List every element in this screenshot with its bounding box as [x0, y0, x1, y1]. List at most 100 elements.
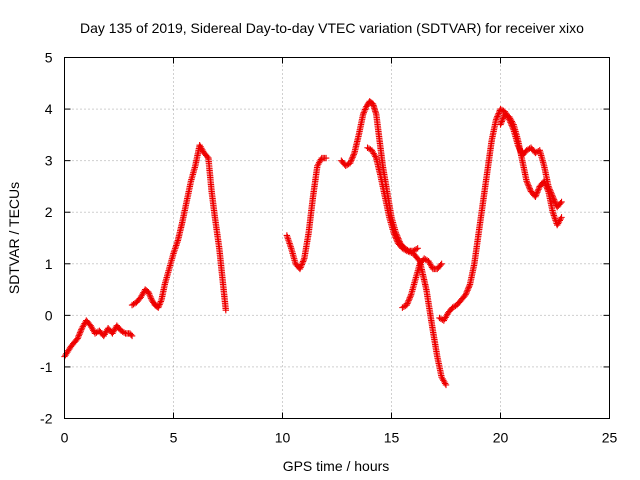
grid-lines	[64, 57, 610, 419]
y-tick-label: -2	[40, 411, 53, 427]
series-segment-7	[399, 255, 445, 311]
data-point	[78, 326, 85, 333]
data-point	[298, 261, 306, 268]
data-point	[499, 115, 507, 122]
data-point	[297, 262, 305, 270]
data-point	[120, 329, 128, 336]
tick-labels: 0 5 10 15 20 25 -2 -1 0 1 2 3 4 5	[40, 50, 617, 446]
data-point	[499, 116, 506, 124]
y-tick-label: 4	[45, 101, 53, 117]
y-tick-label: 3	[45, 153, 53, 169]
data-point	[155, 304, 162, 311]
y-tick-label: 1	[45, 256, 53, 272]
data-point	[145, 288, 152, 296]
data-point	[75, 332, 83, 339]
data-point	[524, 179, 531, 186]
data-point	[558, 214, 565, 221]
data-point	[534, 189, 541, 196]
data-point	[533, 190, 540, 197]
series-segment-6	[364, 144, 450, 389]
data-point	[441, 380, 449, 387]
data-point	[552, 199, 559, 206]
data-point	[525, 183, 533, 191]
x-axis-label: GPS time / hours	[283, 458, 390, 474]
series-segment-4	[283, 154, 330, 273]
data-point	[348, 155, 356, 163]
data-point	[558, 198, 565, 206]
data-point	[346, 160, 354, 167]
data-point	[362, 104, 369, 112]
chart-title: Day 135 of 2019, Sidereal Day-to-day VTE…	[80, 20, 584, 36]
data-point	[204, 153, 211, 160]
data-point	[222, 307, 230, 314]
data-point	[297, 264, 304, 271]
data-point	[157, 298, 165, 305]
data-point	[494, 111, 502, 119]
data-point	[543, 183, 550, 191]
data-point	[156, 301, 163, 308]
data-point	[542, 181, 549, 188]
data-point	[463, 290, 470, 297]
series-segment-2	[128, 141, 212, 311]
data-point	[361, 106, 369, 113]
data-point	[128, 332, 136, 340]
data-point	[391, 231, 398, 238]
data-point	[551, 197, 558, 205]
data-point	[492, 116, 500, 123]
data-point	[498, 118, 505, 125]
data-point	[465, 284, 472, 291]
data-point	[497, 121, 504, 128]
data-point	[493, 114, 500, 122]
data-point	[76, 329, 84, 336]
series-segment-3	[205, 154, 230, 314]
x-tick-label: 5	[170, 430, 178, 446]
data-point	[404, 300, 411, 307]
data-point	[349, 152, 357, 160]
data-point	[437, 261, 444, 269]
data-point	[299, 258, 307, 265]
data-point	[146, 292, 153, 299]
data-point	[372, 153, 379, 160]
data-point	[414, 245, 421, 252]
data-point	[348, 157, 355, 164]
x-tick-label: 10	[275, 430, 291, 446]
data-point	[464, 285, 472, 293]
data-point	[300, 256, 307, 264]
data-point	[296, 265, 304, 273]
series-segment-1	[61, 317, 136, 360]
data-point	[557, 199, 564, 207]
data-point	[509, 119, 516, 127]
data-point	[402, 246, 409, 254]
data-point	[127, 331, 135, 338]
data-point	[442, 381, 450, 389]
data-point	[157, 299, 164, 307]
data-point	[155, 302, 163, 310]
data-point	[463, 288, 471, 295]
data-point	[392, 235, 400, 242]
data-point	[349, 154, 356, 161]
data-point	[540, 178, 548, 185]
y-tick-label: -1	[40, 359, 53, 375]
data-point	[322, 154, 330, 162]
data-point	[497, 119, 505, 127]
data-point	[524, 181, 532, 188]
data-point	[532, 193, 539, 200]
x-tick-label: 0	[61, 430, 69, 446]
data-point	[438, 260, 445, 267]
data-point	[525, 182, 532, 189]
axis-ticks	[64, 57, 610, 419]
x-tick-label: 25	[602, 430, 618, 446]
data-point	[76, 330, 83, 338]
data-point	[526, 185, 533, 192]
data-point	[390, 229, 397, 237]
y-tick-label: 5	[45, 50, 53, 66]
data-point	[406, 295, 413, 303]
data-point	[541, 179, 548, 186]
data-point	[542, 182, 550, 189]
data-point	[392, 234, 399, 241]
data-point	[145, 290, 153, 297]
series-segment-9	[497, 111, 565, 229]
data-point	[393, 237, 400, 244]
data-point	[347, 158, 354, 165]
